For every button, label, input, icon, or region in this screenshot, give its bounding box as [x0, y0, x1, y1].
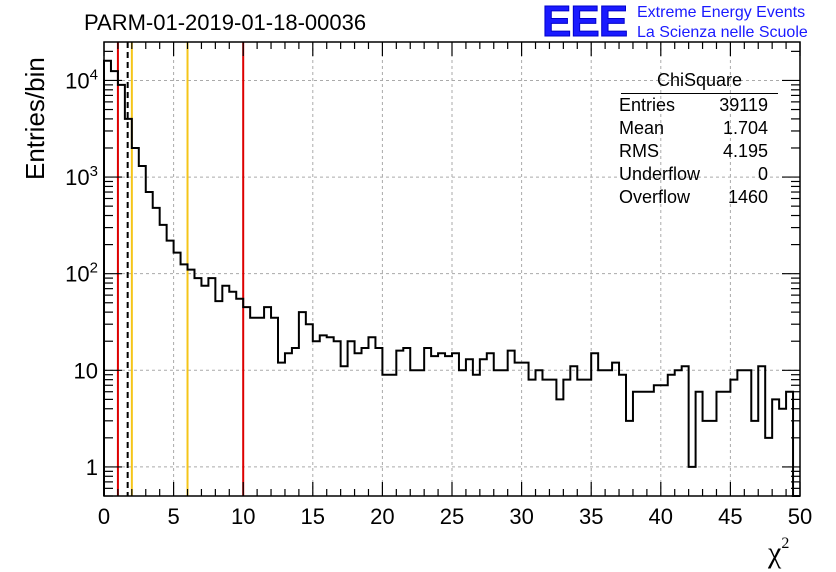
x-tick-label: 50 — [788, 504, 812, 529]
stats-row-rms: RMS 4.195 — [611, 140, 776, 163]
x-tick-label: 15 — [301, 504, 325, 529]
y-tick-label: 103 — [65, 163, 98, 190]
marker-lines — [116, 42, 245, 496]
y-tick-label: 102 — [65, 260, 98, 287]
stats-title: ChiSquare — [621, 70, 778, 94]
grid — [104, 42, 800, 496]
x-axis-label-chi: χ — [768, 536, 782, 569]
histogram-series — [103, 59, 800, 497]
stats-label: RMS — [619, 141, 659, 161]
y-tick-label: 1 — [86, 455, 98, 480]
x-tick-label: 25 — [440, 504, 464, 529]
x-axis-label: χ2 — [768, 535, 789, 570]
chart-title: PARM-01-2019-01-18-00036 — [84, 10, 367, 35]
eee-logo: EEE — [541, 0, 628, 46]
logo-line-1: Extreme Energy Events — [637, 4, 806, 21]
stats-value: 39119 — [719, 95, 768, 115]
x-axis-label-exponent: 2 — [781, 535, 790, 552]
x-tick-label: 35 — [579, 504, 603, 529]
stats-row-underflow: Underflow 0 — [611, 163, 776, 186]
x-tick-label: 45 — [718, 504, 742, 529]
x-tick-labels: 0 5 10 15 20 25 30 35 40 45 50 — [98, 504, 812, 529]
y-tick-label: 10 — [74, 358, 98, 383]
stats-label: Entries — [619, 95, 676, 115]
y-axis-label: Entries/bin — [20, 57, 50, 180]
x-tick-label: 10 — [231, 504, 255, 529]
stats-label: Overflow — [619, 187, 691, 207]
stats-value: 0 — [757, 164, 768, 184]
stats-row-entries: Entries 39119 — [611, 94, 776, 117]
x-tick-label: 0 — [98, 504, 110, 529]
y-tick-labels: 1 10 102 103 104 — [65, 66, 98, 479]
axis-ticks — [103, 42, 801, 497]
stats-value: 4.195 — [722, 141, 768, 161]
x-tick-label: 40 — [649, 504, 673, 529]
stats-value: 1.704 — [722, 118, 768, 138]
stats-row-overflow: Overflow 1460 — [611, 186, 776, 209]
stats-box: ChiSquare Entries 39119 Mean 1.704 RMS 4.19… — [611, 70, 778, 209]
logo-line-2: La Scienza nelle Scuole — [637, 24, 808, 41]
x-tick-label: 30 — [509, 504, 533, 529]
x-tick-label: 5 — [167, 504, 179, 529]
y-tick-label: 104 — [65, 66, 98, 93]
stats-row-mean: Mean 1.704 — [611, 117, 776, 140]
stats-label: Underflow — [619, 164, 701, 184]
stats-label: Mean — [619, 118, 665, 138]
stats-value: 1460 — [727, 187, 768, 207]
x-tick-label: 20 — [370, 504, 394, 529]
